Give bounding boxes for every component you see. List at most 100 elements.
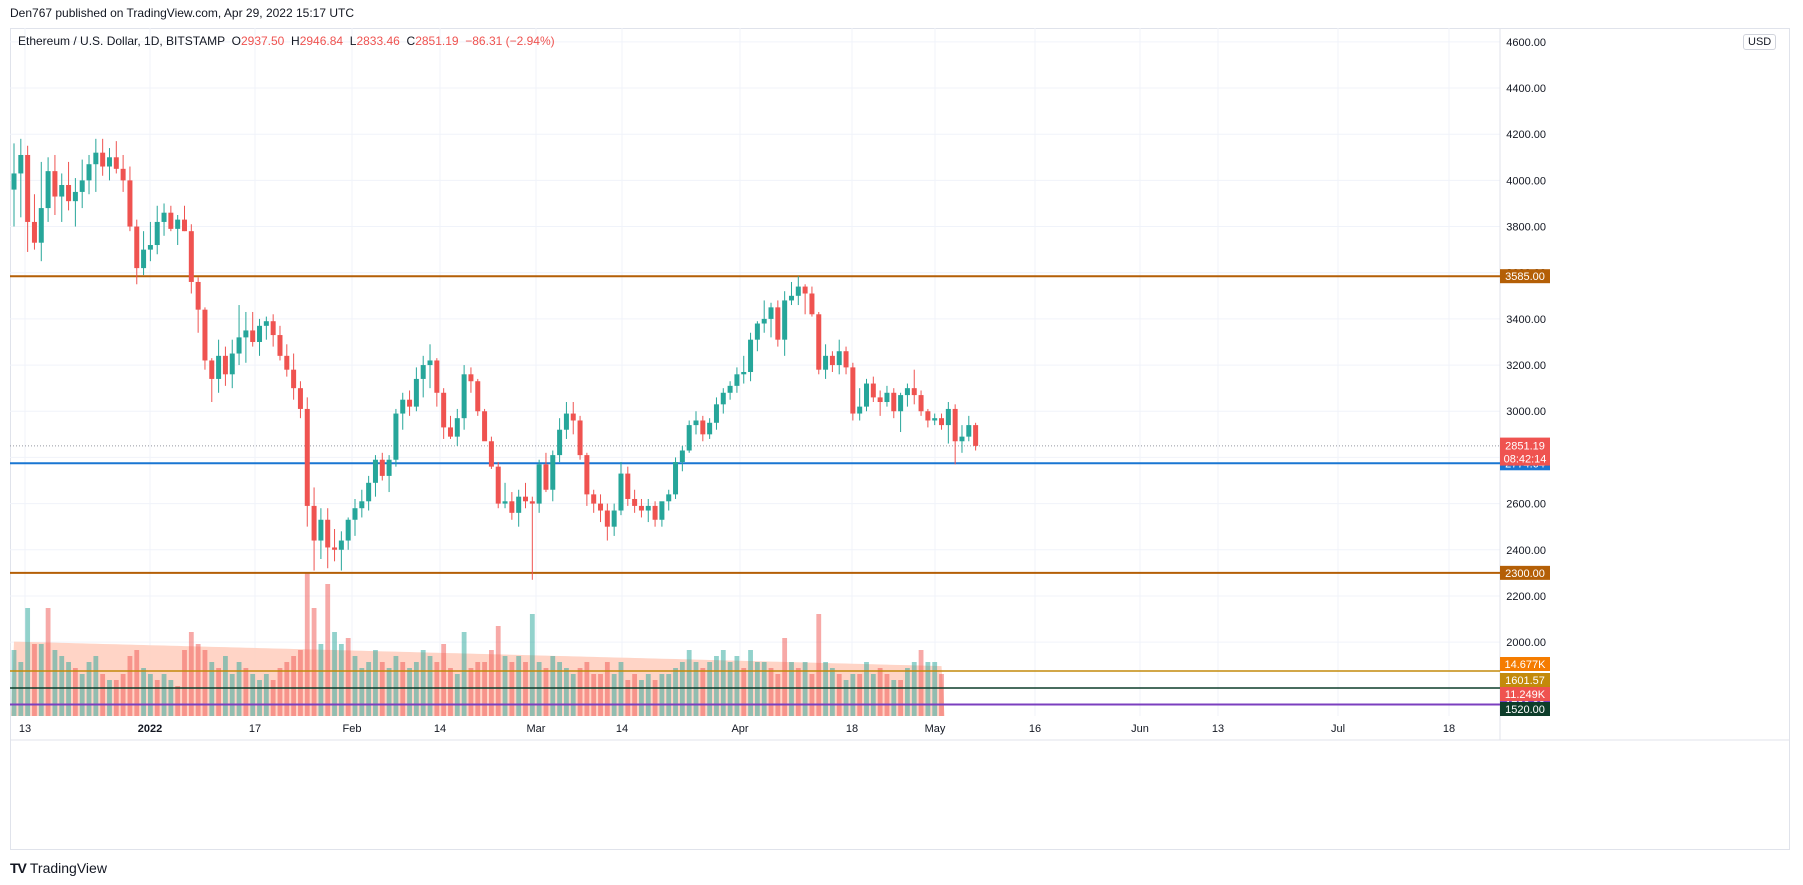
brand-name: TradingView <box>29 860 107 876</box>
candle-body <box>591 494 597 504</box>
volume-bar <box>229 674 235 716</box>
volume-bar <box>38 644 44 716</box>
volume-bar <box>400 662 406 716</box>
candle-body <box>891 392 897 412</box>
candle-body <box>311 505 317 541</box>
volume-bar <box>686 650 692 716</box>
candle-body <box>413 378 419 407</box>
candle-body <box>284 355 290 370</box>
volume-bar <box>925 662 931 716</box>
candle-body <box>584 455 590 495</box>
volume-bar <box>802 662 808 716</box>
volume-bar <box>918 650 924 716</box>
candle-body <box>659 501 665 520</box>
candle-body <box>304 408 310 506</box>
volume-bar <box>434 662 440 716</box>
tradingview-logo-icon: TV <box>10 860 27 876</box>
candle-body <box>898 395 904 412</box>
volume-bar <box>66 662 71 716</box>
volume-bar <box>284 662 290 716</box>
candle-body <box>959 436 965 442</box>
candle-body <box>175 219 181 229</box>
candle-body <box>379 459 385 476</box>
candle-body <box>543 464 549 490</box>
volume-bar <box>604 662 610 716</box>
high-value: 2946.84 <box>299 34 344 48</box>
volume-bar <box>932 662 938 716</box>
volume-bar <box>570 674 576 716</box>
candle-body <box>427 360 433 366</box>
candle-body <box>550 455 556 490</box>
candle-body <box>454 418 460 437</box>
symbol-name: Ethereum / U.S. Dollar, 1D, BITSTAMP <box>18 34 225 48</box>
candle-body <box>523 496 528 502</box>
volume-bar <box>393 656 399 716</box>
candle-body <box>577 420 583 456</box>
volume-bar <box>618 662 624 716</box>
volume-bar <box>263 674 269 716</box>
x-tick-label: Jul <box>1331 723 1345 735</box>
candle-body <box>461 374 467 419</box>
candle-body <box>332 547 338 550</box>
publisher-header: Den767 published on TradingView.com, Apr… <box>10 6 355 20</box>
volume-label-bg <box>1500 702 1550 716</box>
candle-body <box>645 505 651 511</box>
candle-body <box>788 295 794 301</box>
volume-bar <box>809 674 815 716</box>
candle-body <box>502 501 508 504</box>
x-tick-label: 18 <box>1443 723 1455 735</box>
candle-body <box>106 157 112 167</box>
x-tick-label: 14 <box>616 723 628 735</box>
volume-label: 1601.57 <box>1505 675 1545 687</box>
x-tick-label: 13 <box>19 723 31 735</box>
candle-body <box>877 397 883 403</box>
volume-bar <box>257 680 262 716</box>
candle-body <box>509 501 515 513</box>
candle-body <box>604 510 610 527</box>
volume-bar <box>188 632 194 716</box>
volume-bar <box>386 668 392 716</box>
y-tick-label: 4200.00 <box>1506 129 1546 141</box>
footer-brand[interactable]: TV TradingView <box>10 860 107 876</box>
candle-body <box>216 355 222 379</box>
volume-label: 14.677K <box>1505 659 1547 671</box>
volume-bar <box>591 674 597 716</box>
volume-bar <box>754 662 760 716</box>
volume-bar <box>639 680 644 716</box>
candle-body <box>911 388 917 396</box>
candle-body <box>686 425 692 451</box>
currency-button[interactable]: USD <box>1743 34 1777 50</box>
volume-bar <box>625 680 631 716</box>
volume-bar <box>352 656 358 716</box>
candle-body <box>468 374 474 382</box>
volume-bar <box>270 680 276 716</box>
horizontal-lines <box>10 275 1500 706</box>
volume-bar <box>823 662 828 716</box>
candle-body <box>250 330 256 342</box>
volume-bar <box>659 674 665 716</box>
candle-body <box>475 381 481 412</box>
price-label: 2851.19 <box>1505 441 1545 453</box>
candle-body <box>229 353 235 375</box>
candle-body <box>182 219 187 232</box>
volume-bar <box>666 674 672 716</box>
x-tick-label: 2022 <box>138 723 162 735</box>
candle-body <box>945 408 951 426</box>
candle-body <box>147 245 153 250</box>
candle-body <box>966 425 972 437</box>
candle-body <box>563 413 569 430</box>
volume-bar <box>79 674 85 716</box>
price-axis: 1800.002000.002200.002400.002600.002800.… <box>1506 37 1546 695</box>
volume-bar <box>734 656 740 716</box>
volume-bar <box>632 674 638 716</box>
volume-bar <box>864 662 869 716</box>
x-tick-label: 16 <box>1029 723 1041 735</box>
candle-body <box>31 221 37 243</box>
candle-body <box>618 473 624 511</box>
volume-bar <box>877 668 883 716</box>
volume-bar <box>557 662 562 716</box>
volume-bar <box>209 662 215 716</box>
volume-bar <box>243 668 249 716</box>
candle-body <box>836 351 842 366</box>
